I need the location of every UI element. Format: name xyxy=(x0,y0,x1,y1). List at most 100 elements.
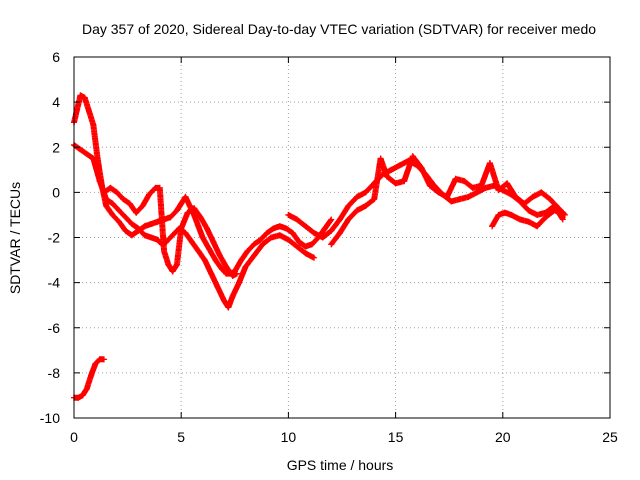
data-point xyxy=(362,202,369,209)
data-point xyxy=(90,155,97,162)
data-point xyxy=(371,196,378,203)
data-point xyxy=(508,211,515,218)
data-point xyxy=(285,211,292,218)
data-point xyxy=(448,198,455,205)
series-arc-g xyxy=(71,356,108,401)
data-point xyxy=(465,193,472,200)
data-point xyxy=(559,216,566,223)
y-tick-label: 4 xyxy=(52,94,60,110)
data-point xyxy=(409,153,416,160)
data-point xyxy=(328,216,335,223)
data-point xyxy=(128,220,135,227)
data-point xyxy=(229,272,236,279)
y-tick-label: -10 xyxy=(40,410,60,426)
data-point xyxy=(195,248,202,255)
data-point xyxy=(302,243,309,250)
data-point xyxy=(83,385,90,392)
data-point xyxy=(139,202,146,209)
data-point xyxy=(86,108,93,115)
x-tick-label: 0 xyxy=(70,429,78,445)
data-point xyxy=(178,200,185,207)
data-point xyxy=(418,164,425,171)
data-point xyxy=(221,297,228,304)
data-point xyxy=(293,216,300,223)
data-point xyxy=(401,178,408,185)
data-point xyxy=(538,189,545,196)
data-point xyxy=(77,146,84,153)
data-point xyxy=(201,257,208,264)
data-point xyxy=(319,234,326,241)
data-point xyxy=(173,261,180,268)
data-point xyxy=(259,241,266,248)
data-point xyxy=(182,193,189,200)
data-point xyxy=(165,261,172,268)
data-point xyxy=(345,216,352,223)
x-axis-label: GPS time / hours xyxy=(287,457,394,473)
data-point xyxy=(308,241,315,248)
data-point xyxy=(218,266,225,273)
data-point xyxy=(542,214,549,221)
y-tick-label: -4 xyxy=(48,275,61,291)
data-point xyxy=(276,232,283,239)
data-point xyxy=(116,207,123,214)
data-point xyxy=(188,239,195,246)
data-point xyxy=(444,193,451,200)
data-point xyxy=(92,360,99,367)
data-point xyxy=(210,239,217,246)
data-point xyxy=(525,207,532,214)
data-point xyxy=(107,184,114,191)
data-point xyxy=(225,304,232,311)
series-arc-c xyxy=(101,184,240,279)
data-point xyxy=(336,229,343,236)
data-point xyxy=(148,220,155,227)
data-point xyxy=(482,184,489,191)
data-point xyxy=(167,214,174,221)
data-point xyxy=(354,193,361,200)
data-point xyxy=(233,270,240,277)
data-point xyxy=(103,196,110,203)
data-point xyxy=(551,207,558,214)
data-point xyxy=(486,160,493,167)
data-point xyxy=(173,207,180,214)
data-point xyxy=(96,178,103,185)
data-point xyxy=(251,252,258,259)
data-point xyxy=(546,196,553,203)
x-tick-label: 20 xyxy=(495,429,511,445)
data-point xyxy=(336,216,343,223)
data-point xyxy=(384,173,391,180)
data-point xyxy=(302,223,309,230)
data-point xyxy=(311,254,318,261)
data-point xyxy=(534,223,541,230)
axis-ticks: 0 5 10 15 20 25 -10 -8 -6 -4 -2 0 2 4 6 xyxy=(40,49,618,445)
data-point xyxy=(478,182,485,189)
data-point xyxy=(328,227,335,234)
data-point xyxy=(122,214,129,221)
data-point xyxy=(212,257,219,264)
data-point xyxy=(461,178,468,185)
data-point xyxy=(263,229,270,236)
data-point xyxy=(116,218,123,225)
data-point xyxy=(559,209,566,216)
x-tick-label: 15 xyxy=(388,429,404,445)
data-point xyxy=(135,225,142,232)
data-point xyxy=(302,250,309,257)
data-point xyxy=(452,175,459,182)
data-point xyxy=(504,180,511,187)
data-point xyxy=(182,229,189,236)
x-tick-label: 5 xyxy=(177,429,185,445)
data-point xyxy=(388,166,395,173)
data-point xyxy=(257,236,264,243)
data-point xyxy=(75,394,82,401)
data-point xyxy=(229,293,236,300)
data-point xyxy=(216,252,223,259)
data-point xyxy=(148,234,155,241)
data-point xyxy=(186,202,193,209)
data-point xyxy=(101,189,108,196)
y-tick-label: 2 xyxy=(52,139,60,155)
data-point xyxy=(456,196,463,203)
data-point xyxy=(328,241,335,248)
data-point xyxy=(169,232,176,239)
data-point xyxy=(529,193,536,200)
data-point xyxy=(83,151,90,158)
